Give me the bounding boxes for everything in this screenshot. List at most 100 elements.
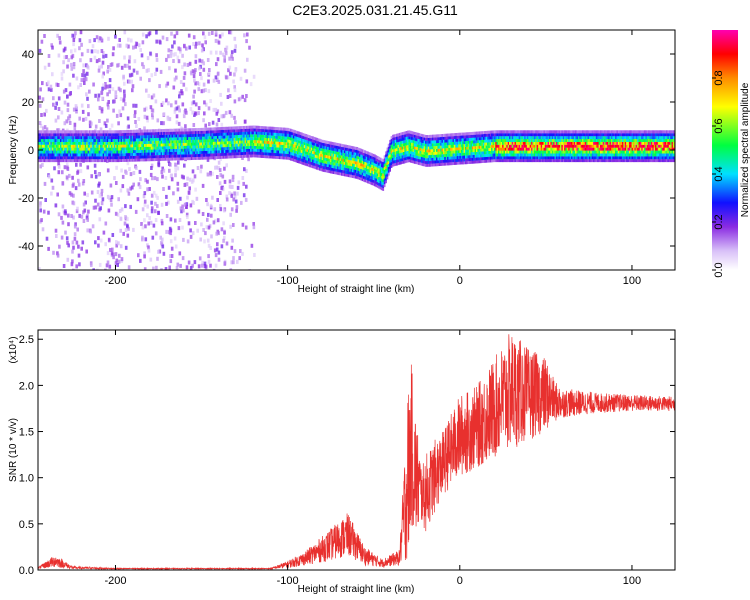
heatmap-cell — [250, 243, 254, 248]
heatmap-cell — [72, 38, 76, 42]
heatmap-cell — [466, 149, 469, 153]
heatmap-cell — [69, 144, 72, 148]
heatmap-cell — [236, 137, 239, 141]
heatmap-cell — [184, 131, 186, 135]
heatmap-cell — [455, 159, 458, 162]
heatmap-cell — [312, 159, 314, 163]
heatmap-cell — [272, 155, 274, 159]
heatmap-cell — [449, 159, 452, 163]
heatmap-cell — [499, 153, 502, 157]
heatmap-cell — [73, 141, 76, 145]
heatmap-cell — [281, 147, 284, 151]
heatmap-cell — [233, 88, 237, 93]
heatmap-cell — [52, 250, 55, 255]
heatmap-cell — [117, 259, 121, 264]
heatmap-cell — [190, 157, 193, 160]
heatmap-cell — [243, 33, 246, 38]
heatmap-cell — [241, 134, 244, 138]
heatmap-cell — [60, 110, 64, 115]
heatmap-cell — [385, 157, 387, 161]
heatmap-cell — [235, 126, 237, 130]
heatmap-cell — [321, 142, 324, 146]
heatmap-cell — [142, 132, 145, 136]
heatmap-cell — [414, 134, 416, 138]
heatmap-cell — [397, 133, 400, 137]
heatmap-cell — [42, 144, 44, 148]
heatmap-cell — [57, 96, 61, 101]
heatmap-cell — [225, 163, 228, 168]
heatmap-cell — [302, 150, 305, 154]
heatmap-cell — [170, 134, 172, 138]
heatmap-cell — [154, 193, 158, 198]
heatmap-cell — [288, 148, 291, 152]
heatmap-cell — [456, 156, 459, 159]
heatmap-cell — [492, 133, 495, 137]
heatmap-cell — [162, 251, 166, 256]
heatmap-cell — [380, 158, 383, 162]
heatmap-cell — [145, 146, 148, 150]
heatmap-cell — [94, 174, 98, 179]
heatmap-cell — [389, 160, 391, 164]
heatmap-cell — [169, 259, 173, 264]
heatmap-cell — [40, 153, 43, 157]
heatmap-cell — [143, 114, 147, 119]
heatmap-cell — [335, 151, 338, 155]
heatmap-cell — [272, 132, 274, 136]
heatmap-cell — [279, 136, 281, 139]
heatmap-cell — [111, 147, 113, 151]
heatmap-cell — [89, 141, 91, 145]
heatmap-cell — [134, 158, 137, 162]
heatmap-cell — [40, 147, 43, 151]
heatmap-cell — [190, 134, 193, 137]
heatmap-cell — [268, 149, 270, 153]
heatmap-cell — [244, 146, 247, 150]
heatmap-cell — [392, 137, 394, 141]
heatmap-cell — [178, 94, 181, 99]
heatmap-cell — [438, 145, 441, 149]
heatmap-cell — [376, 167, 379, 171]
heatmap-cell — [164, 154, 167, 158]
heatmap-cell — [185, 212, 189, 217]
heatmap-cell — [419, 145, 422, 148]
heatmap-cell — [458, 135, 460, 139]
heatmap-cell — [147, 32, 151, 37]
heatmap-cell — [323, 143, 325, 146]
heatmap-cell — [262, 149, 265, 153]
heatmap-cell — [127, 191, 131, 196]
heatmap-cell — [482, 134, 485, 137]
heatmap-cell — [141, 149, 144, 153]
heatmap-cell — [257, 134, 259, 138]
heatmap-cell — [134, 155, 137, 159]
heatmap-cell — [243, 143, 245, 147]
heatmap-cell — [499, 130, 502, 134]
heatmap-cell — [43, 150, 46, 154]
heatmap-cell — [106, 147, 109, 151]
heatmap-cell — [229, 224, 232, 229]
heatmap-cell — [83, 139, 86, 142]
heatmap-cell — [64, 153, 66, 157]
heatmap-cell — [259, 126, 262, 129]
heatmap-cell — [186, 139, 189, 143]
heatmap-cell — [217, 138, 219, 142]
heatmap-cell — [470, 149, 473, 153]
heatmap-cell — [135, 152, 138, 156]
heatmap-cell — [277, 150, 280, 154]
heatmap-cell — [328, 161, 331, 165]
heatmap-cell — [60, 133, 62, 137]
heatmap-cell — [161, 244, 165, 249]
heatmap-cell — [148, 140, 150, 144]
heatmap-cell — [150, 129, 153, 133]
heatmap-cell — [200, 76, 203, 81]
heatmap-cell — [225, 147, 228, 150]
heatmap-cell — [471, 146, 474, 150]
heatmap-cell — [115, 136, 117, 140]
heatmap-cell — [414, 137, 416, 141]
heatmap-cell — [460, 155, 463, 159]
heatmap-cell — [426, 143, 429, 147]
heatmap-cell — [265, 140, 268, 144]
heatmap-cell — [225, 149, 228, 153]
heatmap-cell — [156, 140, 159, 144]
heatmap-cell — [106, 84, 109, 89]
heatmap-cell — [237, 126, 240, 130]
heatmap-cell — [257, 151, 259, 155]
